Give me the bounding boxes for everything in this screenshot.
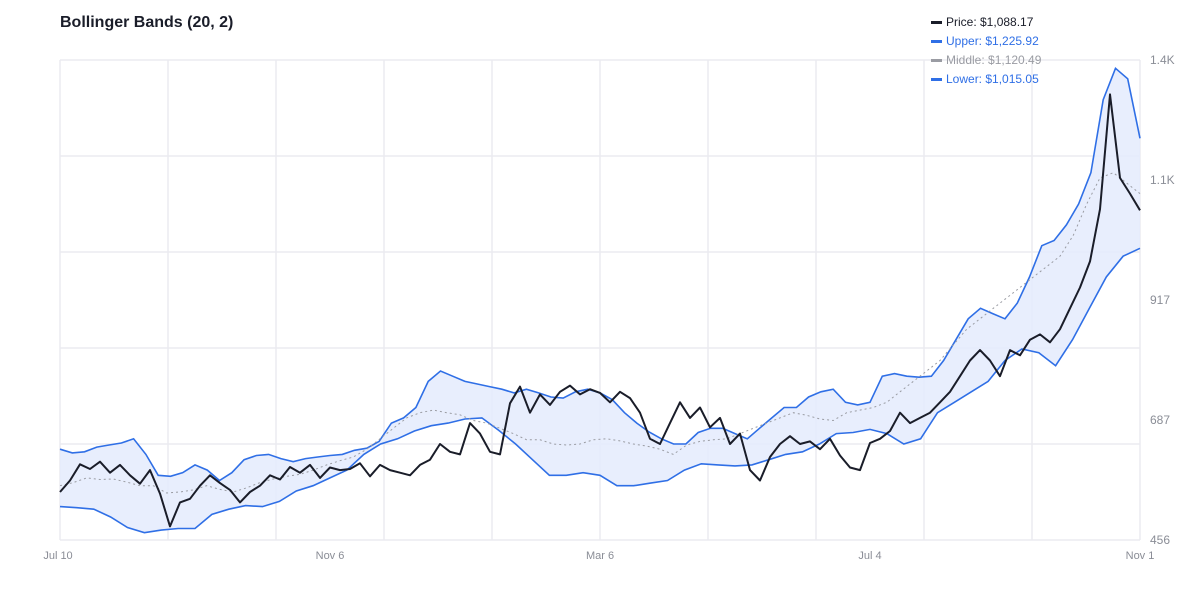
x-tick-label: Jul 10 — [43, 550, 73, 562]
legend-swatch-middle-icon — [931, 59, 942, 62]
legend-swatch-price-icon — [931, 21, 942, 24]
legend-swatch-upper-icon — [931, 40, 942, 43]
x-tick-label: Nov 6 — [315, 550, 345, 562]
x-tick-label: Mar 6 — [585, 550, 615, 562]
middle-band-line — [59, 172, 1141, 494]
legend-label-upper: Upper: $1,225.92 — [946, 34, 1039, 48]
legend-label-middle: Middle: $1,120.49 — [946, 53, 1042, 67]
legend-item-lower[interactable]: Lower: $1,015.05 — [931, 70, 1041, 89]
price-line — [59, 93, 1141, 528]
legend-swatch-lower-icon — [931, 78, 942, 81]
y-tick-label: 1.1K — [1150, 173, 1175, 187]
y-tick-label: 687 — [1150, 413, 1171, 427]
legend-item-price[interactable]: Price: $1,088.17 — [931, 13, 1041, 32]
x-tick-label: Jul 4 — [858, 550, 882, 562]
y-tick-label: 1.4K — [1150, 53, 1175, 67]
legend-item-upper[interactable]: Upper: $1,225.92 — [931, 32, 1041, 51]
chart-title: Bollinger Bands (20, 2) — [60, 14, 234, 31]
legend-item-middle[interactable]: Middle: $1,120.49 — [931, 51, 1041, 70]
y-tick-label: 917 — [1150, 293, 1171, 307]
y-tick-label: 456 — [1150, 533, 1171, 547]
lower-band-line — [59, 247, 1141, 534]
legend-label-lower: Lower: $1,015.05 — [946, 72, 1039, 86]
x-tick-label: Nov 1 — [1125, 550, 1155, 562]
legend: Price: $1,088.17 Upper: $1,225.92 Middle… — [931, 13, 1041, 89]
legend-label-price: Price: $1,088.17 — [946, 15, 1034, 29]
band-fill-area — [60, 68, 1140, 533]
